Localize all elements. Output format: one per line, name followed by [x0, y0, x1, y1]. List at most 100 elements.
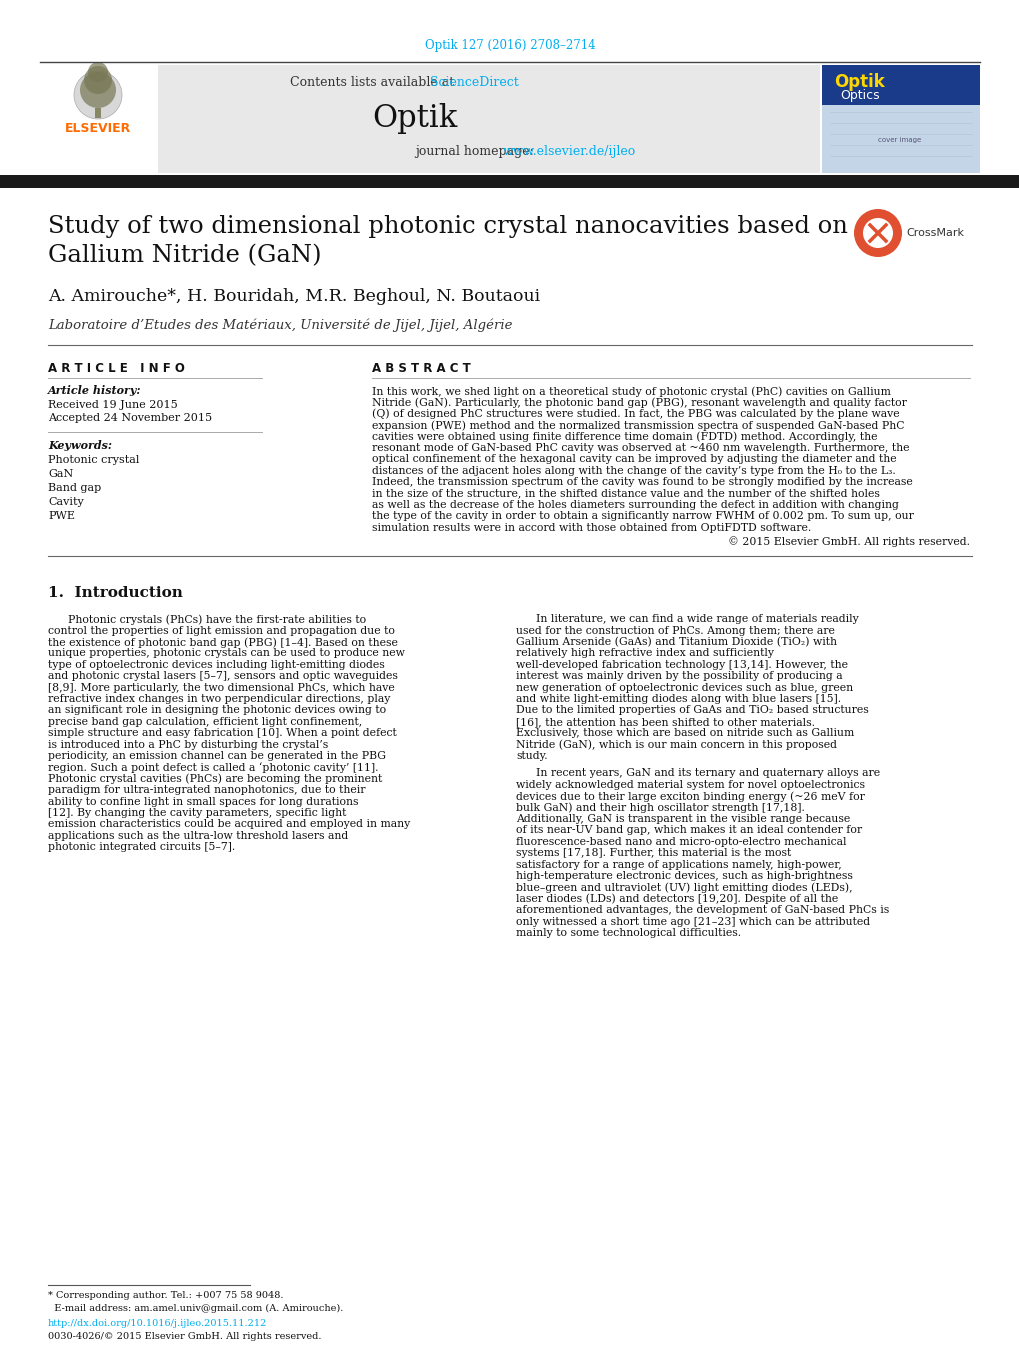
Text: interest was mainly driven by the possibility of producing a: interest was mainly driven by the possib…	[516, 671, 842, 681]
Text: E-mail address: am.amel.univ@gmail.com (A. Amirouche).: E-mail address: am.amel.univ@gmail.com (…	[48, 1304, 343, 1313]
Bar	[821, 105, 979, 173]
Circle shape	[862, 218, 892, 249]
Text: A B S T R A C T: A B S T R A C T	[372, 362, 471, 376]
Circle shape	[74, 72, 122, 119]
Text: Study of two dimensional photonic crystal nanocavities based on
Gallium Nitride : Study of two dimensional photonic crysta…	[48, 215, 847, 267]
Text: In this work, we shed light on a theoretical study of photonic crystal (PhC) cav: In this work, we shed light on a theoret…	[372, 386, 890, 397]
Text: * Corresponding author. Tel.: +007 75 58 9048.: * Corresponding author. Tel.: +007 75 58…	[48, 1292, 283, 1300]
Text: precise band gap calculation, efficient light confinement,: precise band gap calculation, efficient …	[48, 717, 362, 727]
Text: cover image: cover image	[877, 136, 921, 143]
Text: PWE: PWE	[48, 511, 75, 521]
Text: GaN: GaN	[48, 469, 73, 480]
Text: satisfactory for a range of applications namely, high-power,: satisfactory for a range of applications…	[516, 859, 841, 870]
Text: relatively high refractive index and sufficiently: relatively high refractive index and suf…	[516, 648, 773, 658]
Text: the type of the cavity in order to obtain a significantly narrow FWHM of 0.002 p: the type of the cavity in order to obtai…	[372, 512, 913, 521]
Text: Band gap: Band gap	[48, 484, 101, 493]
Circle shape	[79, 72, 116, 108]
Bar	[40, 65, 819, 173]
Text: fluorescence-based nano and micro-opto-electro mechanical: fluorescence-based nano and micro-opto-e…	[516, 836, 846, 847]
Text: photonic integrated circuits [5–7].: photonic integrated circuits [5–7].	[48, 842, 235, 852]
Text: [12]. By changing the cavity parameters, specific light: [12]. By changing the cavity parameters,…	[48, 808, 346, 817]
Bar	[95, 108, 101, 118]
Text: laser diodes (LDs) and detectors [19,20]. Despite of all the: laser diodes (LDs) and detectors [19,20]…	[516, 894, 838, 904]
Text: Optics: Optics	[840, 89, 879, 103]
Text: simple structure and easy fabrication [10]. When a point defect: simple structure and easy fabrication [1…	[48, 728, 396, 738]
Text: only witnessed a short time ago [21–23] which can be attributed: only witnessed a short time ago [21–23] …	[516, 916, 869, 927]
Text: Nitride (GaN), which is our main concern in this proposed: Nitride (GaN), which is our main concern…	[516, 739, 837, 750]
Text: CrossMark: CrossMark	[905, 228, 963, 238]
Text: Due to the limited properties of GaAs and TiO₂ based structures: Due to the limited properties of GaAs an…	[516, 705, 868, 716]
Text: simulation results were in accord with those obtained from OptiFDTD software.: simulation results were in accord with t…	[372, 523, 810, 532]
Text: unique properties, photonic crystals can be used to produce new: unique properties, photonic crystals can…	[48, 648, 405, 658]
Text: Photonic crystals (PhCs) have the first-rate abilities to: Photonic crystals (PhCs) have the first-…	[68, 615, 366, 624]
Text: bulk GaN) and their high oscillator strength [17,18].: bulk GaN) and their high oscillator stre…	[516, 802, 804, 813]
Text: well-developed fabrication technology [13,14]. However, the: well-developed fabrication technology [1…	[516, 659, 847, 670]
Text: Optik: Optik	[834, 73, 884, 91]
Text: aforementioned advantages, the development of GaN-based PhCs is: aforementioned advantages, the developme…	[516, 905, 889, 915]
Text: of its near-UV band gap, which makes it an ideal contender for: of its near-UV band gap, which makes it …	[516, 825, 861, 835]
Text: Nitride (GaN). Particularly, the photonic band gap (PBG), resonant wavelength an: Nitride (GaN). Particularly, the photoni…	[372, 397, 906, 408]
Text: A. Amirouche*, H. Bouridah, M.R. Beghoul, N. Boutaoui: A. Amirouche*, H. Bouridah, M.R. Beghoul…	[48, 288, 540, 305]
Text: in the size of the structure, in the shifted distance value and the number of th: in the size of the structure, in the shi…	[372, 489, 879, 499]
Text: new generation of optoelectronic devices such as blue, green: new generation of optoelectronic devices…	[516, 682, 852, 693]
Text: 0030-4026/© 2015 Elsevier GmbH. All rights reserved.: 0030-4026/© 2015 Elsevier GmbH. All righ…	[48, 1332, 321, 1342]
Text: Additionally, GaN is transparent in the visible range because: Additionally, GaN is transparent in the …	[516, 815, 850, 824]
Text: Indeed, the transmission spectrum of the cavity was found to be strongly modifie: Indeed, the transmission spectrum of the…	[372, 477, 912, 488]
Text: (Q) of designed PhC structures were studied. In fact, the PBG was calculated by : (Q) of designed PhC structures were stud…	[372, 409, 899, 419]
Text: www.elsevier.de/ijleo: www.elsevier.de/ijleo	[502, 146, 636, 158]
Text: and white light-emitting diodes along with blue lasers [15].: and white light-emitting diodes along wi…	[516, 694, 841, 704]
Text: Keywords:: Keywords:	[48, 440, 112, 451]
Text: Photonic crystal: Photonic crystal	[48, 455, 140, 465]
Text: as well as the decrease of the holes diameters surrounding the defect in additio: as well as the decrease of the holes dia…	[372, 500, 898, 509]
Text: used for the construction of PhCs. Among them; there are: used for the construction of PhCs. Among…	[516, 626, 835, 635]
Text: Optik 127 (2016) 2708–2714: Optik 127 (2016) 2708–2714	[424, 38, 595, 51]
Text: blue–green and ultraviolet (UV) light emitting diodes (LEDs),: blue–green and ultraviolet (UV) light em…	[516, 882, 852, 893]
Circle shape	[88, 62, 108, 82]
Text: expansion (PWE) method and the normalized transmission spectra of suspended GaN-: expansion (PWE) method and the normalize…	[372, 420, 904, 431]
Text: high-temperature electronic devices, such as high-brightness: high-temperature electronic devices, suc…	[516, 871, 852, 881]
Text: optical confinement of the hexagonal cavity can be improved by adjusting the dia: optical confinement of the hexagonal cav…	[372, 454, 896, 465]
Text: Optik: Optik	[372, 103, 458, 134]
Text: and photonic crystal lasers [5–7], sensors and optic waveguides: and photonic crystal lasers [5–7], senso…	[48, 671, 397, 681]
Text: Received 19 June 2015: Received 19 June 2015	[48, 400, 177, 409]
Text: widely acknowledged material system for novel optoelectronics: widely acknowledged material system for …	[516, 780, 864, 790]
Text: an significant role in designing the photonic devices owing to: an significant role in designing the pho…	[48, 705, 386, 716]
Text: devices due to their large exciton binding energy (~26 meV for: devices due to their large exciton bindi…	[516, 792, 864, 801]
Text: © 2015 Elsevier GmbH. All rights reserved.: © 2015 Elsevier GmbH. All rights reserve…	[728, 536, 969, 547]
Text: cavities were obtained using finite difference time domain (FDTD) method. Accord: cavities were obtained using finite diff…	[372, 431, 876, 442]
Text: study.: study.	[516, 751, 547, 761]
Bar	[0, 176, 1019, 188]
Text: Accepted 24 November 2015: Accepted 24 November 2015	[48, 413, 212, 423]
Text: periodicity, an emission channel can be generated in the PBG: periodicity, an emission channel can be …	[48, 751, 385, 761]
Circle shape	[84, 66, 112, 95]
Text: journal homepage:: journal homepage:	[415, 146, 537, 158]
Text: Exclusively, those which are based on nitride such as Gallium: Exclusively, those which are based on ni…	[516, 728, 854, 738]
Text: ScienceDirect: ScienceDirect	[430, 77, 519, 89]
Text: Laboratoire d’Etudes des Matériaux, Université de Jijel, Jijel, Algérie: Laboratoire d’Etudes des Matériaux, Univ…	[48, 317, 512, 331]
Circle shape	[853, 209, 901, 257]
Text: systems [17,18]. Further, this material is the most: systems [17,18]. Further, this material …	[516, 848, 791, 858]
Text: [16], the attention has been shifted to other materials.: [16], the attention has been shifted to …	[516, 717, 814, 727]
Text: Cavity: Cavity	[48, 497, 84, 507]
Text: resonant mode of GaN-based PhC cavity was observed at ~460 nm wavelength. Furthe: resonant mode of GaN-based PhC cavity wa…	[372, 443, 909, 453]
Text: In literature, we can find a wide range of materials readily: In literature, we can find a wide range …	[535, 615, 858, 624]
Text: control the properties of light emission and propagation due to: control the properties of light emission…	[48, 626, 394, 635]
Text: Gallium Arsenide (GaAs) and Titanium Dioxide (TiO₂) with: Gallium Arsenide (GaAs) and Titanium Dio…	[516, 638, 837, 647]
Text: Article history:: Article history:	[48, 385, 142, 396]
Text: mainly to some technological difficulties.: mainly to some technological difficultie…	[516, 928, 741, 938]
Text: applications such as the ultra-low threshold lasers and: applications such as the ultra-low thres…	[48, 831, 347, 840]
Bar	[821, 65, 979, 105]
Text: Photonic crystal cavities (PhCs) are becoming the prominent: Photonic crystal cavities (PhCs) are bec…	[48, 774, 382, 785]
Text: distances of the adjacent holes along with the change of the cavity’s type from : distances of the adjacent holes along wi…	[372, 466, 895, 476]
Text: is introduced into a PhC by disturbing the crystal’s: is introduced into a PhC by disturbing t…	[48, 739, 328, 750]
Text: A R T I C L E   I N F O: A R T I C L E I N F O	[48, 362, 184, 376]
Text: In recent years, GaN and its ternary and quaternary alloys are: In recent years, GaN and its ternary and…	[535, 769, 879, 778]
Text: refractive index changes in two perpendicular directions, play: refractive index changes in two perpendi…	[48, 694, 390, 704]
Text: Contents lists available at: Contents lists available at	[289, 77, 458, 89]
Text: http://dx.doi.org/10.1016/j.ijleo.2015.11.212: http://dx.doi.org/10.1016/j.ijleo.2015.1…	[48, 1319, 267, 1328]
Text: ability to confine light in small spaces for long durations: ability to confine light in small spaces…	[48, 797, 358, 807]
Text: paradigm for ultra-integrated nanophotonics, due to their: paradigm for ultra-integrated nanophoton…	[48, 785, 365, 796]
Text: the existence of photonic band gap (PBG) [1–4]. Based on these: the existence of photonic band gap (PBG)…	[48, 638, 397, 647]
Text: 1.  Introduction: 1. Introduction	[48, 586, 182, 600]
Text: [8,9]. More particularly, the two dimensional PhCs, which have: [8,9]. More particularly, the two dimens…	[48, 682, 394, 693]
